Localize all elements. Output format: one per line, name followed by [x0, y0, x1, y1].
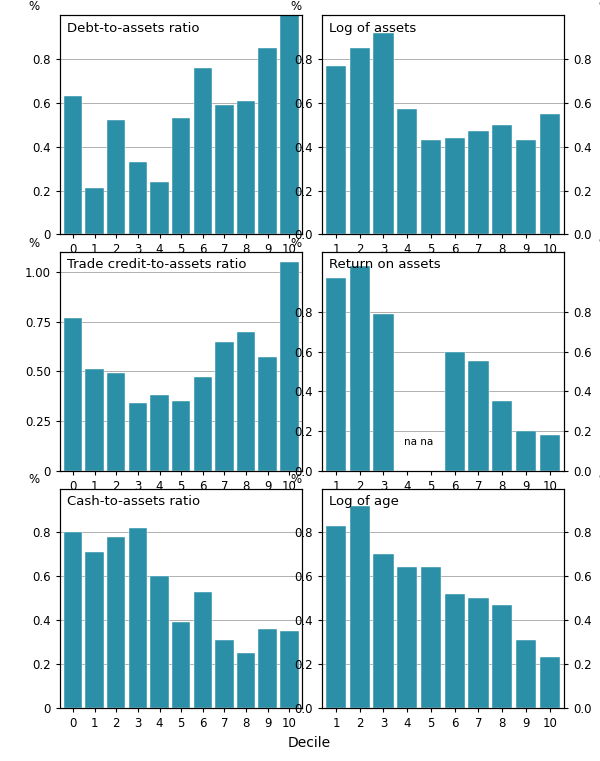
Bar [237, 332, 255, 471]
Bar [539, 658, 560, 708]
Bar [259, 48, 277, 234]
Text: %: % [29, 0, 40, 13]
Bar [326, 65, 346, 234]
Bar [237, 653, 255, 708]
Bar [326, 526, 346, 708]
Bar [194, 68, 212, 234]
Text: %: % [290, 0, 301, 13]
Bar [280, 15, 299, 234]
Bar [259, 629, 277, 708]
Bar [397, 568, 418, 708]
Bar [350, 506, 370, 708]
Text: %: % [29, 237, 40, 250]
Bar [215, 640, 233, 708]
Bar [280, 631, 299, 708]
Bar [128, 162, 147, 234]
Bar [172, 401, 190, 471]
Text: Debt-to-assets ratio: Debt-to-assets ratio [67, 22, 200, 35]
Bar [445, 352, 465, 471]
Text: %: % [598, 0, 600, 13]
Bar [215, 342, 233, 471]
Text: Cash-to-assets ratio: Cash-to-assets ratio [67, 495, 200, 508]
Bar [128, 403, 147, 471]
Bar [492, 125, 512, 234]
Text: Return on assets: Return on assets [329, 259, 440, 272]
Bar [151, 576, 169, 708]
Bar [194, 591, 212, 708]
Bar [151, 396, 169, 471]
Text: %: % [290, 237, 301, 250]
Bar [492, 401, 512, 471]
Bar [539, 435, 560, 471]
Bar [107, 374, 125, 471]
Bar [85, 188, 104, 234]
Bar [421, 140, 441, 234]
Text: Log of assets: Log of assets [329, 22, 416, 35]
Bar [350, 266, 370, 471]
Bar [373, 314, 394, 471]
Bar [107, 120, 125, 234]
Text: Trade credit-to-assets ratio: Trade credit-to-assets ratio [67, 259, 247, 272]
Bar [516, 431, 536, 471]
Bar [194, 377, 212, 471]
Bar [373, 554, 394, 708]
Text: na na: na na [404, 437, 434, 447]
Text: Log of age: Log of age [329, 495, 399, 508]
Text: %: % [290, 473, 301, 486]
Bar [64, 533, 82, 708]
Bar [107, 537, 125, 708]
Bar [172, 118, 190, 234]
Bar [64, 317, 82, 471]
Bar [469, 598, 488, 708]
Bar [85, 552, 104, 708]
Bar [492, 605, 512, 708]
Bar [350, 48, 370, 234]
Bar [237, 100, 255, 234]
Text: %: % [29, 473, 40, 486]
Bar [397, 110, 418, 234]
Bar [326, 278, 346, 471]
Bar [259, 358, 277, 471]
Bar [469, 132, 488, 234]
Text: %: % [598, 473, 600, 486]
Bar [215, 105, 233, 234]
Bar [151, 182, 169, 234]
Bar [516, 640, 536, 708]
Text: %: % [598, 237, 600, 250]
Bar [421, 568, 441, 708]
Bar [469, 361, 488, 471]
Bar [445, 594, 465, 708]
Bar [280, 262, 299, 471]
Bar [373, 33, 394, 234]
Bar [516, 140, 536, 234]
Bar [64, 97, 82, 234]
Bar [172, 622, 190, 708]
Bar [539, 114, 560, 234]
Text: Decile: Decile [287, 736, 331, 750]
Bar [445, 138, 465, 234]
Bar [128, 528, 147, 708]
Bar [85, 369, 104, 471]
